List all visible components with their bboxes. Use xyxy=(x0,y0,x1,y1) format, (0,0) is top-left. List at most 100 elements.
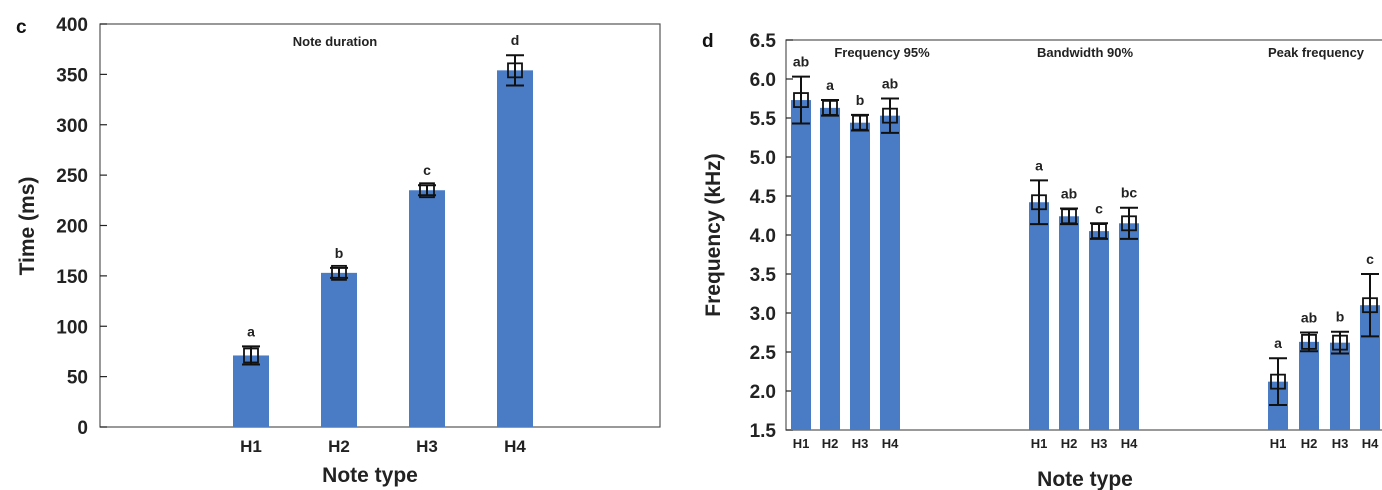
panel-c-h4-sig-label: d xyxy=(511,32,520,48)
panel-d-group-1-h2-sig-label: a xyxy=(826,77,834,93)
panel-c-h1-mean-marker xyxy=(243,347,259,364)
panel-d-group-3-h3-category-label: H3 xyxy=(1332,436,1349,451)
panel-c-h4-category-label: H4 xyxy=(504,437,526,456)
panel-d-group-2-h2-bar xyxy=(1059,216,1079,430)
panel-d-group-2-h3-mean-marker xyxy=(1091,223,1107,240)
panel-d-group-title: Bandwidth 90% xyxy=(1037,45,1134,60)
panel-d-chart: d 1.5 2.0 2.5 3.0 3.5 4.0 4.5 5.0 5.5 6.0 6.5 Freq… xyxy=(702,31,1382,490)
panel-d-group-3-h2-mean-marker xyxy=(1301,333,1317,350)
panel-c-h4-mean-marker xyxy=(507,62,523,79)
panel-d-group-1-h2-bar xyxy=(820,107,840,431)
panel-d-group-2-h1-sig-label: a xyxy=(1035,157,1043,173)
panel-c-h2-bar xyxy=(321,272,357,427)
panel-c-chart: c Note duration 0 50 100 150 200 250 300 350 400… xyxy=(16,15,661,487)
panel-c-ytick-label: 300 xyxy=(56,116,88,137)
panel-d-group-2-h1-bar xyxy=(1029,202,1049,430)
panel-c-h3-bar xyxy=(409,190,445,427)
panel-c-h3-sig-label: c xyxy=(423,162,431,178)
panel-d-group-2-h1-mean-marker xyxy=(1031,194,1047,211)
panel-c-h3-category-label: H3 xyxy=(416,437,438,456)
panel-d-group-1-h3-category-label: H3 xyxy=(852,436,869,451)
panel-c-h2-mean-marker xyxy=(331,264,347,281)
panel-d-group-2-h4-bar xyxy=(1119,223,1139,430)
panel-d-ytick-label: 4.5 xyxy=(750,187,777,208)
panel-d-group-3-h2-category-label: H2 xyxy=(1301,436,1318,451)
panel-d-group-3-h3-mean-marker xyxy=(1332,334,1348,351)
panel-d-group-2-h2-sig-label: ab xyxy=(1061,185,1077,201)
panel-d-ytick-label: 1.5 xyxy=(750,421,777,442)
panel-d-group-2-h4-category-label: H4 xyxy=(1121,436,1138,451)
panel-d-group-2-h3-category-label: H3 xyxy=(1091,436,1108,451)
panel-d-ylabel: Frequency (kHz) xyxy=(702,153,725,316)
panel-c-title: Note duration xyxy=(293,34,378,49)
panel-d-group-1-h1-mean-marker xyxy=(793,92,809,108)
panel-c-h3-mean-marker xyxy=(419,182,435,199)
panel-d-group-1-h2-category-label: H2 xyxy=(822,436,839,451)
panel-c-h1-category-label: H1 xyxy=(240,437,262,456)
panel-d-group-2: Bandwidth 90% a H1 ab H2 c H3 bc H4 xyxy=(1029,45,1139,451)
panel-d-group-3-h1-category-label: H1 xyxy=(1270,436,1287,451)
panel-d-xlabel: Note type xyxy=(1037,468,1133,490)
panel-d-group-2-h2-mean-marker xyxy=(1061,208,1077,225)
panel-d-group-3-h3-sig-label: b xyxy=(1336,309,1345,325)
panel-c-letter: c xyxy=(16,17,27,38)
panel-d-ytick-label: 2.0 xyxy=(750,382,776,403)
panel-d-group-3-h1-sig-label: a xyxy=(1274,335,1282,351)
panel-d-group-3-h2-bar xyxy=(1299,341,1319,430)
panel-d-ytick-label: 5.5 xyxy=(750,109,777,130)
panel-c-frame xyxy=(99,23,661,428)
panel-c-ytick-label: 50 xyxy=(67,368,88,389)
panel-d-group-1-h4-bar xyxy=(880,115,900,430)
panel-c-ytick-label: 350 xyxy=(56,65,88,86)
panel-c-ytick-label: 400 xyxy=(56,15,88,36)
panel-d-group-1-h4-category-label: H4 xyxy=(882,436,899,451)
panel-d-ytick-label: 6.5 xyxy=(750,31,777,52)
panel-c-ytick-label: 200 xyxy=(56,217,88,238)
panel-d-group-2-h4-sig-label: bc xyxy=(1121,185,1138,201)
panel-d-group-1-h1-bar xyxy=(791,100,811,430)
panel-c-h1-sig-label: a xyxy=(247,323,255,339)
panel-d-ytick-label: 2.5 xyxy=(750,343,777,364)
panel-c-ylabel: Time (ms) xyxy=(16,177,39,276)
panel-d-group-1-h4-sig-label: ab xyxy=(882,76,898,92)
panel-d-letter: d xyxy=(702,31,714,52)
panel-d-frame xyxy=(785,39,1382,431)
panel-d-group-2-h2-category-label: H2 xyxy=(1061,436,1078,451)
panel-d-group-1-h4-mean-marker xyxy=(882,107,898,124)
panel-c-h2-category-label: H2 xyxy=(328,437,350,456)
panel-d-ytick-label: 6.0 xyxy=(750,70,776,91)
panel-c-h4-bar xyxy=(497,70,533,427)
panel-d-group-2-h1-category-label: H1 xyxy=(1031,436,1048,451)
panel-d-group-3-h3-bar xyxy=(1330,342,1350,430)
panel-d-group-1-h1-category-label: H1 xyxy=(793,436,810,451)
panel-d-group-3-h4-sig-label: c xyxy=(1366,251,1374,267)
panel-d-group-2-h3-bar xyxy=(1089,231,1109,430)
panel-d-group-2-h3-sig-label: c xyxy=(1095,200,1103,216)
panel-d-group-3-h4-category-label: H4 xyxy=(1362,436,1379,451)
panel-d-group-1-h3-sig-label: b xyxy=(856,92,865,108)
panel-c-ytick-label: 250 xyxy=(56,166,88,187)
panel-d-ytick-label: 3.5 xyxy=(750,265,777,286)
panel-c-xlabel: Note type xyxy=(322,464,418,487)
panel-d-group-3-h4-mean-marker xyxy=(1362,297,1378,314)
panel-d-group-1-h2-mean-marker xyxy=(822,99,838,116)
panel-d-group-1-h3-bar xyxy=(850,122,870,431)
panel-d-group-2-h4-mean-marker xyxy=(1121,215,1137,232)
panel-d-group-title: Peak frequency xyxy=(1268,45,1365,60)
panel-c-h1-bar xyxy=(233,355,269,427)
panel-c-ytick-label: 150 xyxy=(56,267,88,288)
panel-c-ytick-label: 0 xyxy=(77,418,88,439)
panel-d-ytick-label: 5.0 xyxy=(750,148,776,169)
panel-d-group-1: Frequency 95% ab H1 a H2 b H3 ab H4 xyxy=(791,45,930,451)
panel-d-ytick-label: 3.0 xyxy=(750,304,776,325)
panel-d-group-1-h1-sig-label: ab xyxy=(793,54,809,70)
panel-d-group-1-h3-mean-marker xyxy=(852,114,868,131)
panel-c-h2-sig-label: b xyxy=(335,245,344,261)
panel-d-ytick-label: 4.0 xyxy=(750,226,776,247)
panel-d-group-title: Frequency 95% xyxy=(834,45,930,60)
panel-c-ytick-label: 100 xyxy=(56,317,88,338)
panel-d-group-3-h2-sig-label: ab xyxy=(1301,310,1317,326)
panel-d-group-3: Peak frequency a H1 ab H2 b H3 c H4 xyxy=(1268,45,1380,451)
panel-d-group-3-h1-mean-marker xyxy=(1270,373,1286,390)
